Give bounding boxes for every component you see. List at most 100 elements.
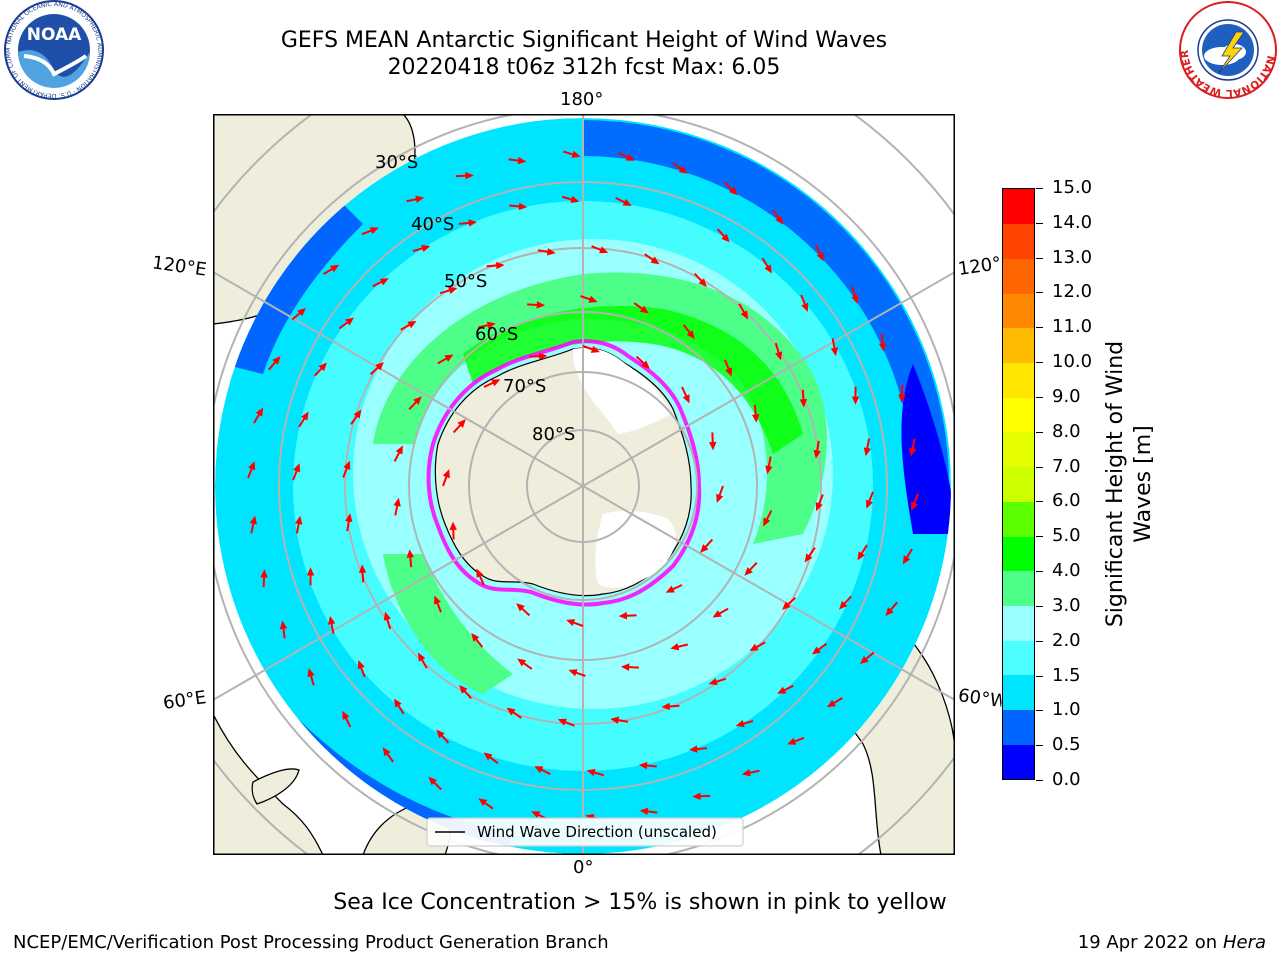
latitude-labels: 30°S 40°S 50°S 60°S 70°S 80°S [375, 152, 575, 445]
wave-direction-arrow [307, 668, 315, 686]
wave-direction-arrow [517, 658, 533, 670]
wave-direction-arrow [738, 303, 749, 320]
wave-direction-arrow [672, 162, 688, 174]
wave-direction-arrow [799, 389, 808, 408]
wave-direction-arrow [361, 227, 379, 236]
wave-direction-arrow [635, 355, 650, 369]
colorbar-tick [1036, 501, 1043, 503]
wave-direction-arrow [393, 497, 401, 516]
wave-direction-arrow [620, 663, 639, 671]
wave-direction-arrow [342, 710, 352, 728]
wave-direction-arrow [814, 244, 824, 262]
wave-direction-arrow [898, 384, 906, 403]
wave-direction-arrow [712, 607, 729, 618]
colorbar [1002, 188, 1035, 780]
wave-direction-arrow [537, 248, 556, 256]
wave-direction-arrow [253, 407, 264, 424]
lat-label-30s: 30°S [375, 152, 418, 173]
wave-direction-arrow [408, 396, 422, 410]
credit-date: 19 Apr 2022 on Hera [1078, 932, 1266, 953]
colorbar-label-line1: Significant Height of Wind [1103, 340, 1128, 628]
colorbar-tick-label: 8.0 [1052, 420, 1081, 442]
wave-direction-arrow [851, 286, 859, 304]
wave-direction-arrow [615, 196, 632, 206]
wave-direction-arrow [471, 632, 484, 648]
colorbar-tick [1036, 466, 1043, 468]
wave-direction-arrow [527, 301, 546, 309]
polar-map: 30°S 40°S 50°S 60°S 70°S 80°S Wind Wave … [213, 114, 955, 855]
colorbar-segment [1003, 397, 1034, 433]
wave-direction-arrow [260, 569, 268, 588]
wave-direction-arrow [339, 317, 354, 330]
wave-direction-arrow [534, 766, 551, 776]
colorbar-tick-label: 10.0 [1052, 351, 1093, 373]
colorbar-tick-label: 2.0 [1052, 629, 1081, 651]
wave-direction-arrow [292, 463, 301, 481]
colorbar-tick [1036, 188, 1043, 189]
wave-direction-arrow [478, 321, 496, 329]
colorbar-segment [1003, 223, 1034, 259]
colorbar-tick [1036, 362, 1043, 364]
colorbar-segment [1003, 640, 1034, 676]
wave-direction-arrow [358, 564, 367, 583]
wave-direction-arrow [406, 195, 425, 203]
wave-direction-arrow [885, 601, 898, 617]
wave-direction-arrow [741, 769, 760, 777]
colorbar-segment [1003, 466, 1034, 502]
wave-direction-arrow [638, 761, 657, 770]
colorbar-tick [1036, 745, 1043, 747]
colorbar-tick-label: 0.0 [1052, 769, 1081, 790]
wave-direction-arrow [247, 461, 256, 479]
wave-direction-arrow [804, 547, 816, 563]
colorbar-segment [1003, 744, 1034, 780]
credit-date-text: 19 Apr 2022 on [1077, 932, 1218, 953]
colorbar-tick-label: 1.0 [1052, 699, 1081, 721]
wave-direction-arrow [782, 597, 797, 610]
colorbar-tick [1036, 222, 1043, 224]
wave-direction-arrow [437, 354, 454, 365]
nws-logo-icon: NATIONAL WEATHER SERVICE [1178, 0, 1277, 99]
wave-direction-arrow [342, 460, 351, 478]
wave-direction-arrow [459, 685, 472, 700]
wave-direction-arrow [610, 716, 629, 724]
wave-direction-arrow [689, 745, 708, 753]
credit-machine: Hera [1222, 932, 1266, 953]
wave-direction-arrow [681, 386, 690, 404]
wave-direction-arrow [724, 359, 733, 377]
polar-map-canvas: 30°S 40°S 50°S 60°S 70°S 80°S Wind Wave … [213, 114, 955, 855]
lat-label-80s: 80°S [532, 424, 575, 445]
colorbar-tick-label: 6.0 [1052, 490, 1081, 512]
wave-direction-arrow [765, 456, 773, 475]
lon-label-120e: 120°E [150, 252, 208, 281]
ice-shelf-ross [573, 348, 671, 434]
wave-direction-arrow [428, 776, 442, 791]
lon-label-60w: 60°W [956, 685, 1004, 712]
colorbar-tick-label: 11.0 [1052, 316, 1093, 338]
colorbar-segment [1003, 570, 1034, 606]
lon-label-120w: 120° [956, 253, 1003, 280]
wave-direction-arrow [529, 352, 548, 360]
colorbar-tick [1036, 536, 1043, 538]
wave-direction-arrow [483, 379, 501, 388]
wave-direction-arrow [509, 202, 528, 211]
wave-direction-arrow [327, 615, 336, 634]
colorbar-segment [1003, 674, 1034, 711]
wave-direction-arrow [857, 544, 868, 561]
colorbar-tick [1036, 327, 1043, 329]
wave-direction-arrow [692, 792, 711, 801]
colorbar-tick-label: 14.0 [1052, 211, 1093, 233]
colorbar-tick-label: 3.0 [1052, 594, 1081, 616]
wave-direction-arrow [735, 719, 754, 728]
wave-direction-arrow [566, 619, 584, 627]
wave-direction-arrow [716, 485, 724, 503]
wave-direction-arrow [439, 286, 458, 295]
lon-label-60e: 60°E [161, 687, 208, 714]
wave-direction-arrow [372, 278, 389, 288]
wave-direction-arrow [478, 798, 494, 810]
wave-direction-arrow [563, 150, 581, 158]
colorbar-tick-label: 12.0 [1052, 281, 1093, 303]
ice-shelf-weddell [595, 510, 676, 588]
wave-direction-arrow [412, 244, 431, 253]
wave-direction-arrow [708, 677, 727, 686]
wave-direction-arrow [279, 620, 288, 639]
